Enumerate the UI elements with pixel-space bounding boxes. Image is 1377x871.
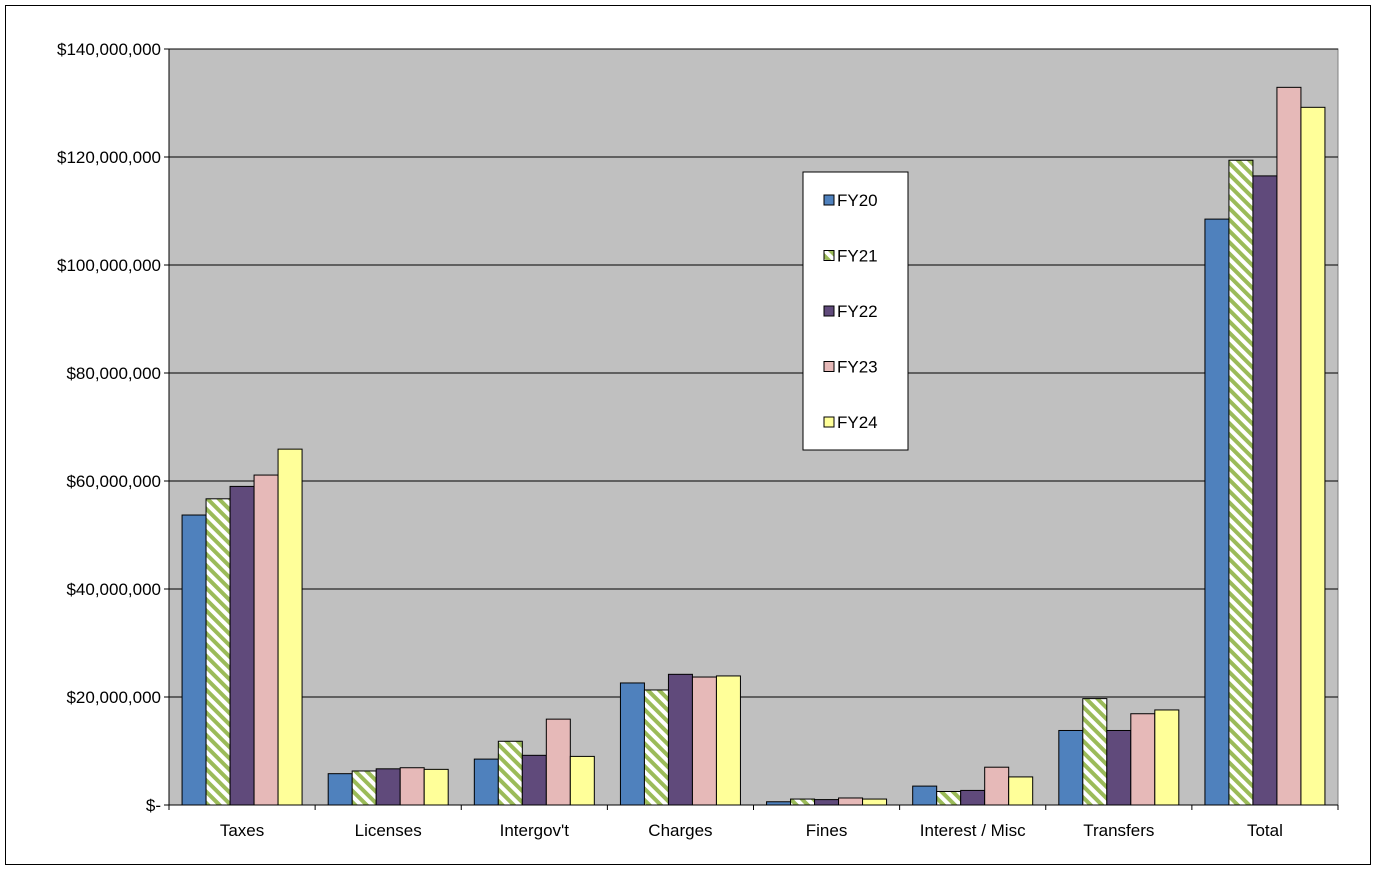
legend-label-fy22: FY22 (837, 302, 878, 321)
bar-fy22-3 (667, 673, 693, 806)
y-tick-label: $120,000,000 (57, 148, 161, 167)
gridlines (169, 48, 1338, 698)
bar-fy22-5 (960, 789, 986, 806)
bar-fy22-4 (814, 799, 840, 806)
bar-fy23-1 (399, 767, 425, 806)
x-tick-label: Charges (648, 821, 712, 840)
bars (181, 86, 1326, 806)
legend: FY20 FY21 FY22 FY23 FY24 (802, 171, 909, 451)
bar-fy20-6 (1058, 729, 1084, 806)
y-axis-ticks: $- $20,000,000 $40,000,000 $60,000,000 $80,0… (57, 40, 169, 815)
bar-fy22-7 (1252, 175, 1278, 806)
bar-chart: $- $20,000,000 $40,000,000 $60,000,000 $80,0… (57, 40, 1339, 840)
bar-fy24-3 (715, 675, 741, 806)
bar-fy24-2 (569, 755, 595, 806)
bar-fy23-0 (253, 474, 279, 806)
chart-container: $- $20,000,000 $40,000,000 $60,000,000 $80,0… (5, 5, 1371, 865)
bar-fy23-4 (838, 797, 864, 806)
legend-label-fy23: FY23 (837, 358, 878, 377)
bar-fy24-4 (862, 798, 888, 806)
bar-fy21-2 (497, 740, 523, 806)
bar-fy22-6 (1106, 729, 1132, 806)
y-tick-label: $80,000,000 (66, 364, 161, 383)
y-tick-label: $60,000,000 (66, 472, 161, 491)
bar-fy22-1 (375, 768, 401, 806)
y-tick-label: $40,000,000 (66, 580, 161, 599)
bar-fy23-7 (1276, 86, 1302, 806)
bar-fy21-3 (643, 689, 669, 806)
bar-fy22-2 (521, 754, 547, 806)
y-tick-label: $20,000,000 (66, 688, 161, 707)
y-tick-label: $140,000,000 (57, 40, 161, 59)
legend-swatch-fy21 (823, 250, 835, 261)
bar-fy24-5 (1008, 776, 1034, 806)
bar-fy22-0 (229, 485, 255, 806)
bar-fy23-3 (691, 676, 717, 806)
bar-fy21-4 (790, 798, 816, 806)
x-tick-label: Fines (806, 821, 848, 840)
bar-fy20-3 (619, 682, 645, 806)
bar-fy20-7 (1204, 218, 1230, 806)
x-tick-label: Intergov't (500, 821, 570, 840)
x-axis-ticks: Taxes Licenses Intergov't Charges Fines Inter… (168, 805, 1339, 840)
bar-fy23-6 (1130, 713, 1156, 806)
x-tick-label: Interest / Misc (920, 821, 1026, 840)
legend-label-fy21: FY21 (837, 247, 878, 266)
bar-fy21-1 (351, 770, 377, 806)
legend-swatch-fy20 (823, 194, 835, 206)
y-tick-label: $100,000,000 (57, 256, 161, 275)
legend-label-fy20: FY20 (837, 191, 878, 210)
legend-box (802, 171, 909, 451)
bar-fy24-6 (1154, 709, 1180, 806)
legend-swatch-fy23 (823, 361, 835, 372)
x-tick-label: Transfers (1083, 821, 1154, 840)
plot-area (168, 48, 1339, 806)
y-tick-label: $- (146, 796, 161, 815)
bar-fy24-1 (423, 768, 449, 806)
bar-fy20-5 (912, 785, 938, 806)
x-tick-label: Licenses (355, 821, 422, 840)
plot-background (168, 48, 1339, 806)
bar-fy20-0 (181, 514, 207, 806)
bar-fy21-7 (1228, 159, 1254, 806)
bar-fy20-2 (473, 758, 499, 806)
bar-fy24-7 (1300, 106, 1326, 806)
bar-fy24-0 (277, 448, 303, 806)
legend-label-fy24: FY24 (837, 413, 878, 432)
x-tick-label: Total (1247, 821, 1283, 840)
bar-fy23-2 (545, 718, 571, 806)
x-tick-label: Taxes (220, 821, 264, 840)
bar-fy21-5 (936, 791, 962, 806)
bar-fy20-1 (327, 773, 353, 806)
legend-swatch-fy22 (823, 305, 835, 317)
legend-swatch-fy24 (823, 416, 835, 428)
bar-fy21-0 (205, 498, 231, 806)
bar-fy21-6 (1082, 698, 1108, 806)
bar-fy23-5 (984, 766, 1010, 806)
